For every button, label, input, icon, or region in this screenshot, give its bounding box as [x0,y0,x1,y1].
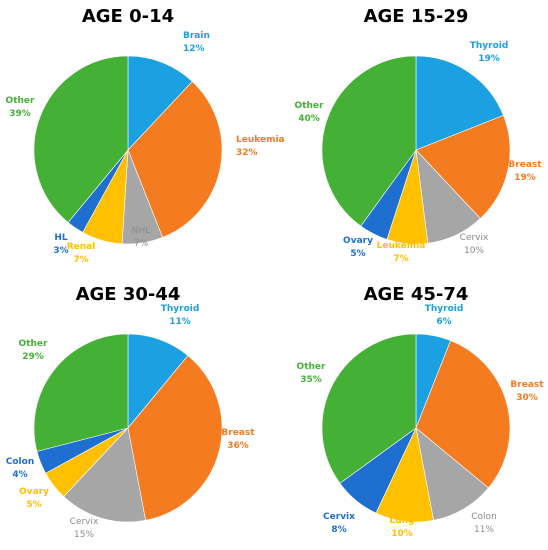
slice-label-cervix: Cervix 10% [460,233,489,256]
slice-label-name: Ovary [343,236,373,246]
slice-label-name: Lung [390,516,415,526]
slice-label-percent: 40% [298,114,320,124]
slice-label-percent: 5% [350,249,365,259]
slice-label-name: Colon [6,457,34,467]
slice-label-percent: 3% [53,246,68,256]
pie-slice-leukemia [127,81,223,238]
slice-label-percent: 4% [12,470,27,480]
slice-label-percent: 15% [74,530,94,540]
slice-label-percent: 39% [9,109,31,119]
slice-label-percent: 7% [393,254,408,264]
slice-label-breast: Breast 30% [510,380,544,403]
slice-label-thyroid: Thyroid 6% [425,304,464,327]
pie-chart-age-0-14: AGE 0-14 Brain 12% Leukemia 32% NHL 7% Renal 7% H… [6,6,285,265]
slice-label-breast: Breast 19% [508,160,542,183]
pie-slice-thyroid [127,333,189,429]
chart-title: AGE 0-14 [82,6,174,27]
slice-label-leukemia: Leukemia 7% [377,241,426,264]
slice-label-name: Ovary [19,487,49,497]
slice-label-name: NHL [132,226,151,236]
pie-slice-breast [415,340,511,489]
slice-label-cervix: Cervix 8% [323,512,355,535]
chart-title: AGE 45-74 [364,284,469,305]
slice-label-name: Breast [508,160,542,170]
slice-label-name: Thyroid [470,41,509,51]
slice-label-brain: Brain 12% [183,31,210,54]
slice-label-percent: 7% [73,255,88,265]
slice-label-percent: 36% [227,441,249,451]
slice-label-name: Other [295,101,324,111]
slice-label-percent: 12% [183,44,205,54]
slice-label-name: Colon [471,512,497,522]
slice-label-name: Cervix [70,517,99,527]
slice-label-percent: 11% [474,525,494,535]
pie-slice-other [33,55,129,223]
slice-label-name: Cervix [323,512,355,522]
slice-label-thyroid: Thyroid 19% [470,41,509,64]
slice-label-percent: 5% [26,500,41,510]
slice-label-hl: HL 3% [53,233,68,256]
slice-label-percent: 11% [169,317,191,327]
slice-label-percent: 8% [331,525,346,535]
slice-label-other: Other 35% [297,362,326,385]
slice-label-name: Brain [183,31,210,41]
pie-slice-brain [127,55,193,151]
slice-label-colon: Colon 4% [6,457,34,480]
slice-label-name: Leukemia [236,135,285,145]
chart-title: AGE 15-29 [364,6,469,27]
slice-label-ovary: Ovary 5% [343,236,373,259]
pie-slice-other [321,55,417,227]
slice-label-other: Other 39% [6,96,35,119]
slice-label-percent: 10% [391,529,413,539]
pie-slice-colon [415,427,489,521]
pie-slice-other [321,333,417,484]
slice-label-name: Thyroid [425,304,464,314]
slice-label-name: Other [19,339,48,349]
slice-label-other: Other 40% [295,101,324,124]
slice-label-name: Cervix [460,233,489,243]
slice-label-ovary: Ovary 5% [19,487,49,510]
pie-slice-thyroid [415,55,504,151]
slice-label-lung: Lung 10% [390,516,415,539]
slice-label-percent: 6% [436,317,451,327]
slice-label-name: Thyroid [161,304,200,314]
slice-label-name: Breast [221,428,255,438]
slice-label-name: Other [297,362,326,372]
slice-label-colon: Colon 11% [471,512,497,535]
slice-label-thyroid: Thyroid 11% [161,304,200,327]
slice-label-leukemia: Leukemia 32% [236,135,285,158]
pie-slice-other [33,333,129,452]
pie-slice-cervix [63,427,146,523]
slice-label-name: HL [54,233,68,243]
pie-slice-breast [415,115,511,219]
slice-label-name: Leukemia [377,241,426,251]
pie-slice-breast [127,355,223,521]
slice-label-nhl: NHL 7% [132,226,151,249]
slice-label-percent: 35% [300,375,322,385]
pie-chart-age-15-29: AGE 15-29 Thyroid 19% Breast 19% Cervix 10% Leu… [295,6,543,264]
slice-label-name: Other [6,96,35,106]
slice-label-percent: 10% [464,246,484,256]
chart-title: AGE 30-44 [76,284,181,305]
slice-label-percent: 30% [516,393,538,403]
slice-label-renal: Renal 7% [67,242,96,265]
slice-label-name: Breast [510,380,544,390]
slice-label-percent: 19% [478,54,500,64]
slice-label-percent: 29% [22,352,44,362]
slice-label-cervix: Cervix 15% [70,517,99,540]
slice-label-name: Renal [67,242,96,252]
slice-label-percent: 32% [236,148,258,158]
slice-label-breast: Breast 36% [221,428,255,451]
slice-label-other: Other 29% [19,339,48,362]
slice-label-percent: 7% [134,239,149,249]
slice-label-percent: 19% [514,173,536,183]
